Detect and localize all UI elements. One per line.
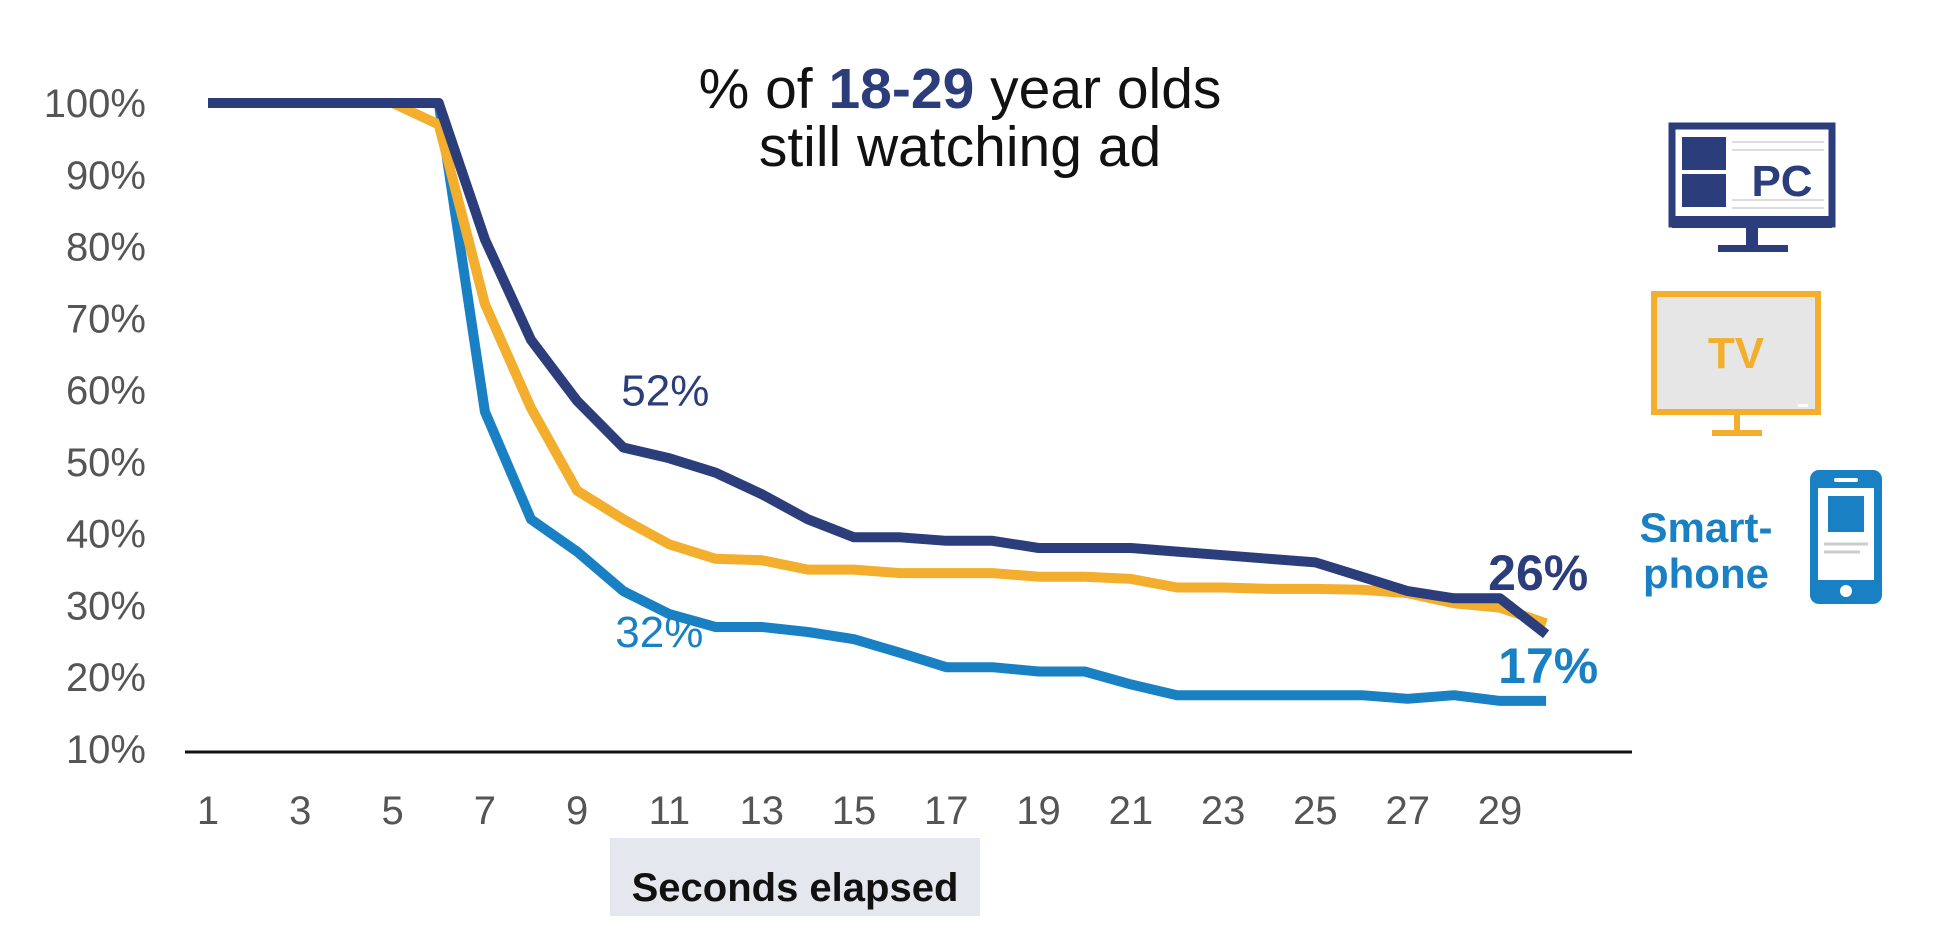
y-tick-label: 10% [66,728,146,772]
tv-icon [1651,291,1821,436]
data-annotations: 52% 32% 26% 17% [615,367,1598,694]
series-line-tv [208,98,1548,629]
x-axis-ticks: 1 3 5 7 9 11 13 15 17 19 21 23 25 27 29 [197,789,1522,833]
x-tick-label: 21 [1109,789,1154,833]
x-tick-label: 27 [1385,789,1430,833]
title-prefix: % of [698,57,829,121]
title-age-highlight: 18-29 [828,57,975,121]
series-lines [208,98,1550,706]
title-suffix: year olds [974,57,1222,121]
legend-smartphone-label-line-2: phone [1643,550,1769,597]
x-tick-label: 17 [924,789,969,833]
x-axis-label-background [610,838,980,916]
x-tick-label: 25 [1293,789,1338,833]
x-axis-label: Seconds elapsed [631,866,959,910]
x-tick-label: 3 [289,789,311,833]
annotation-pc: 26% [1488,545,1588,601]
title-line-1: % of 18-29 year olds [560,60,1360,118]
legend-smartphone-label-line-1: Smart- [1639,504,1772,551]
x-tick-label: 15 [832,789,877,833]
y-axis-ticks: 10% 20% 30% 40% 50% 60% 70% 80% 90% 100% [44,82,146,772]
y-tick-label: 20% [66,656,146,700]
x-tick-label: 7 [474,789,496,833]
legend-tv: TV [1651,291,1821,436]
legend-pc: PC [1668,122,1836,252]
legend-pc-label: PC [1751,157,1812,206]
x-tick-label: 5 [381,789,403,833]
x-tick-label: 29 [1478,789,1523,833]
y-tick-label: 50% [66,441,146,485]
y-tick-label: 100% [44,82,146,126]
x-tick-label: 1 [197,789,219,833]
legend-smartphone: Smart- phone [1639,470,1882,604]
x-tick-label: 13 [739,789,784,833]
y-tick-label: 60% [66,369,146,413]
series-line-pc [208,98,1550,639]
annotation-pc: 52% [621,367,709,416]
title-line-2: still watching ad [758,115,1162,179]
x-tick-label: 9 [566,789,588,833]
y-tick-label: 80% [66,226,146,270]
smartphone-icon [1810,470,1882,604]
monitor-icon [1668,122,1836,252]
legend-tv-label: TV [1708,329,1765,378]
annotation-smartphone: 32% [615,608,703,657]
y-tick-label: 70% [66,297,146,341]
y-tick-label: 90% [66,154,146,198]
annotation-smartphone: 17% [1498,638,1598,694]
y-tick-label: 40% [66,513,146,557]
x-tick-label: 19 [1016,789,1061,833]
x-tick-label: 23 [1201,789,1246,833]
series-line-smartphone [208,98,1547,706]
chart-title: % of 18-29 year olds still watching ad [560,60,1360,176]
y-tick-label: 30% [66,584,146,628]
x-tick-label: 11 [649,789,691,833]
